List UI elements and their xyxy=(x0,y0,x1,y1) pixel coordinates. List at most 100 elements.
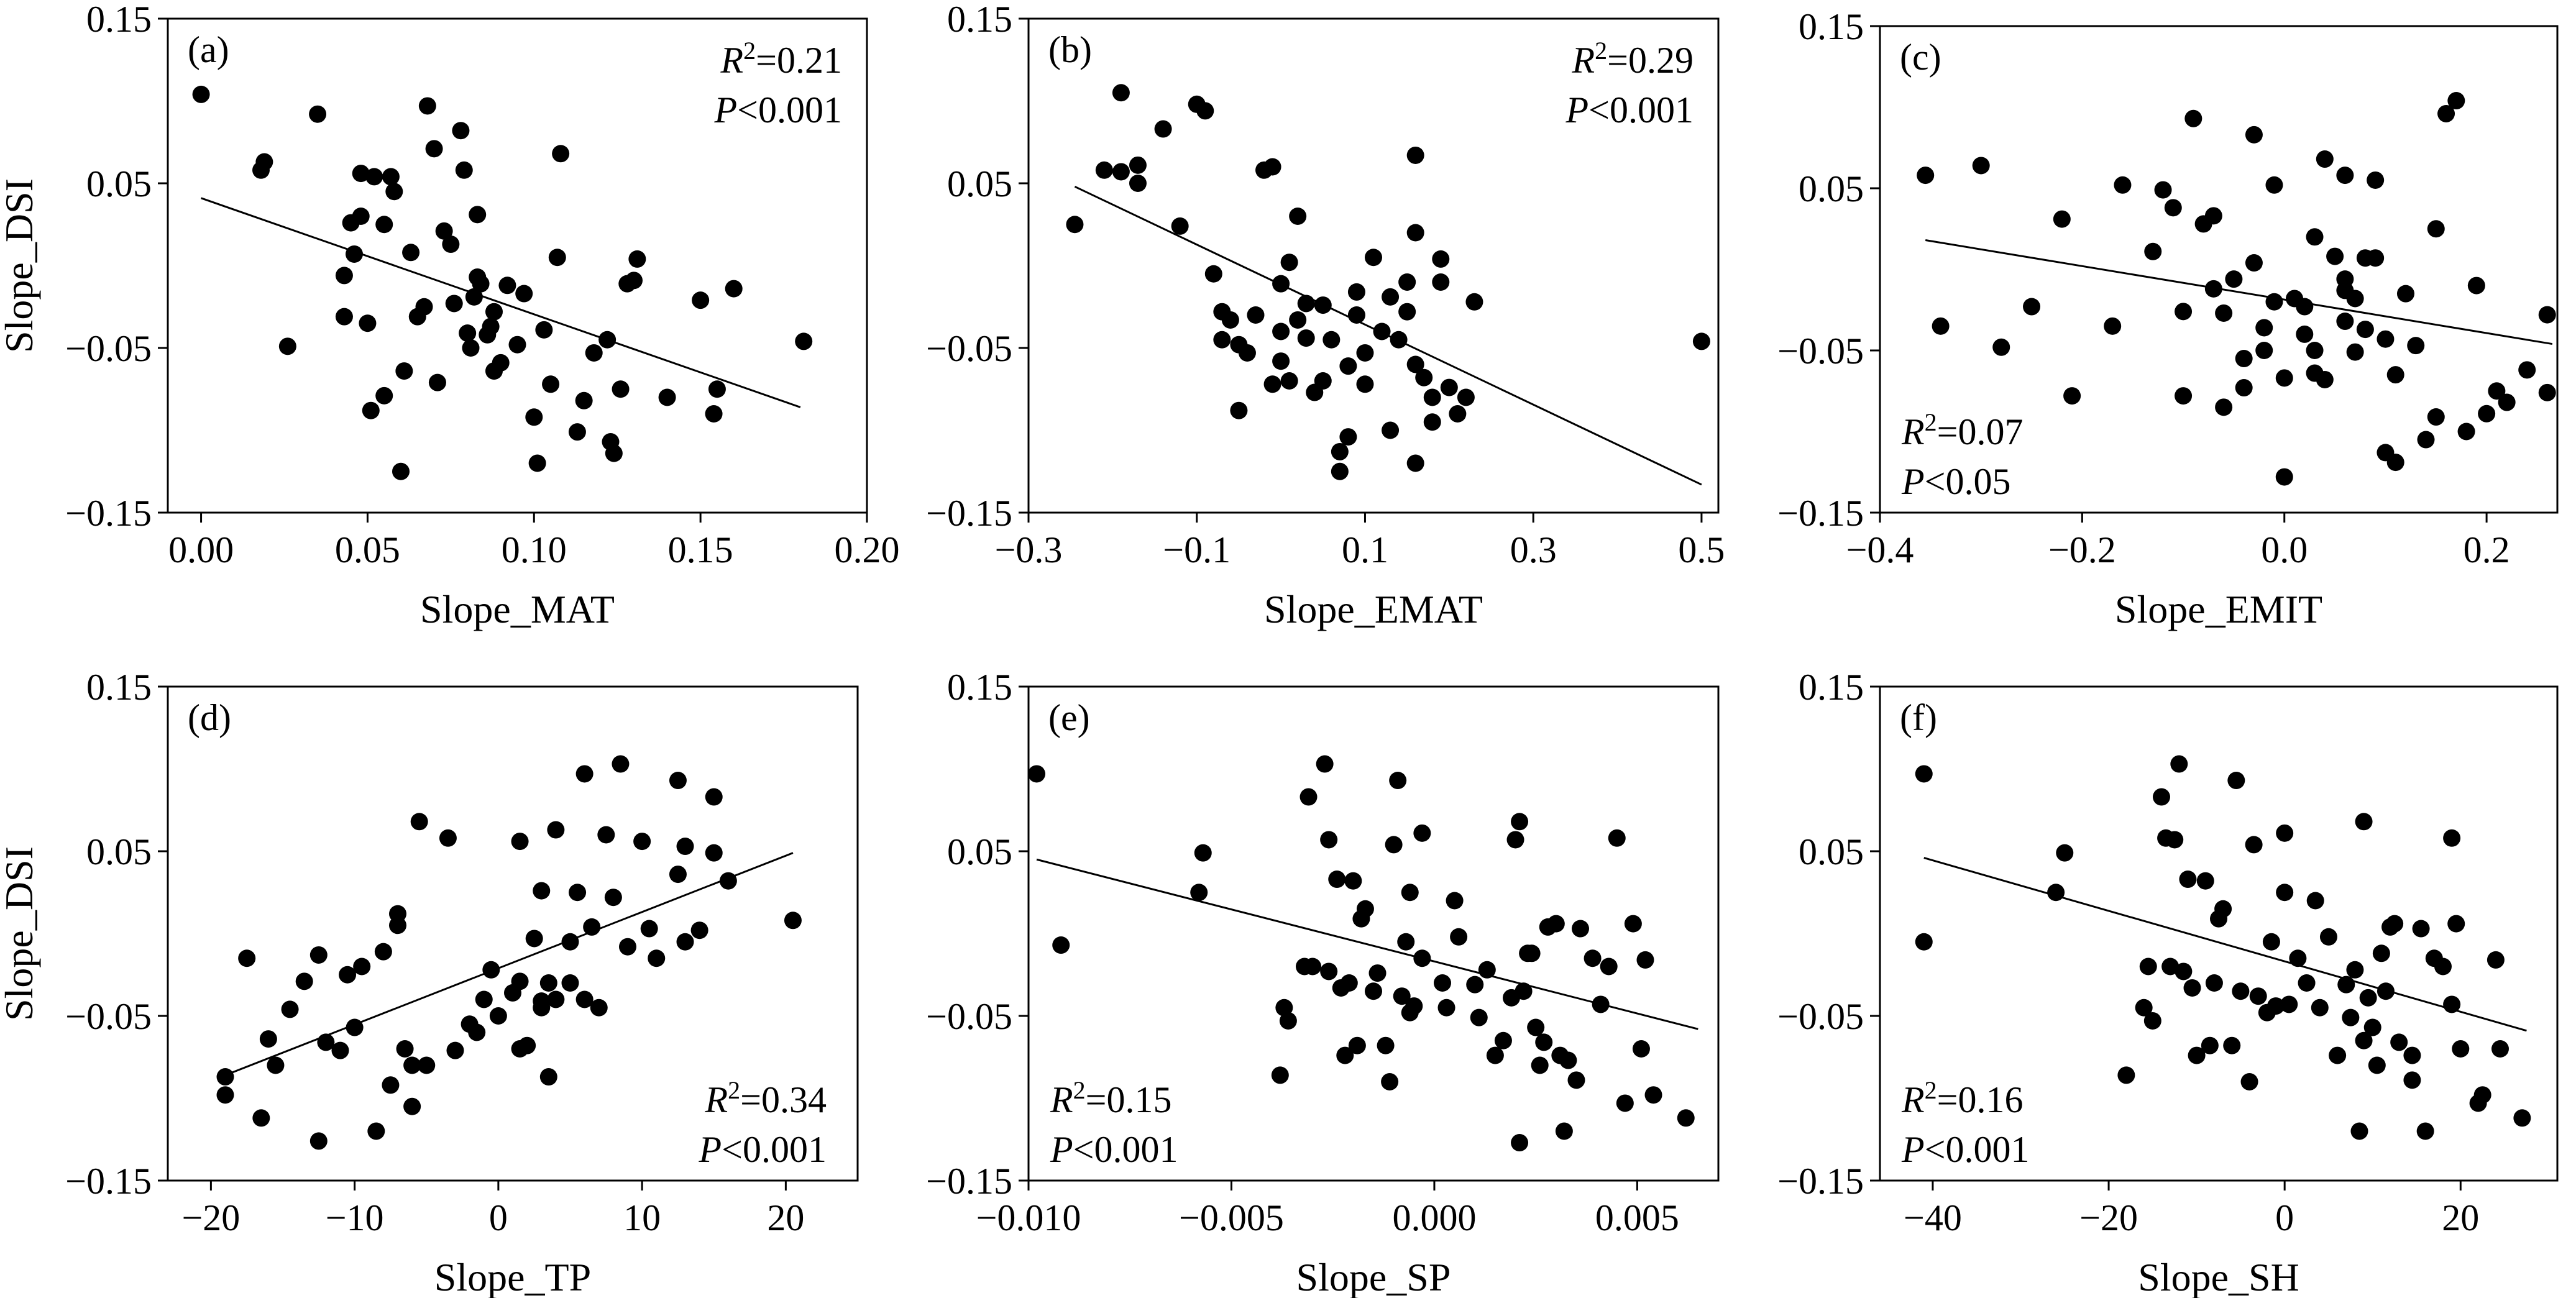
data-point xyxy=(415,298,433,316)
data-point xyxy=(2390,1033,2408,1051)
data-point xyxy=(1397,933,1415,951)
data-point xyxy=(2249,987,2267,1005)
data-point xyxy=(2135,999,2153,1017)
p-value-label: P<0.001 xyxy=(714,89,843,130)
y-tick-label: 0.05 xyxy=(1799,168,1864,209)
data-point xyxy=(2386,366,2404,384)
data-point xyxy=(2152,788,2170,806)
x-tick-label: 0.15 xyxy=(668,529,733,570)
x-tick-label: 20 xyxy=(767,1197,804,1238)
plot-frame xyxy=(1879,25,2559,514)
data-point xyxy=(2047,884,2065,902)
data-point xyxy=(1336,1046,1354,1064)
data-point xyxy=(1382,288,1400,306)
y-tick-label: −0.05 xyxy=(926,328,1012,369)
data-point xyxy=(1608,829,1626,847)
data-point xyxy=(2416,1122,2434,1140)
data-point xyxy=(2452,1040,2470,1058)
data-point xyxy=(2053,210,2071,228)
data-point xyxy=(795,332,813,350)
panel-label: (e) xyxy=(1048,697,1090,738)
p-value-label: P<0.001 xyxy=(1565,89,1694,130)
data-point xyxy=(539,1068,557,1086)
data-point xyxy=(535,321,553,339)
data-point xyxy=(1486,1046,1504,1064)
data-point xyxy=(633,833,651,851)
p-value-label: P<0.001 xyxy=(1901,1129,2030,1170)
data-point xyxy=(1389,772,1407,790)
data-point xyxy=(2316,150,2334,168)
data-point xyxy=(1194,844,1212,862)
y-tick-label: −0.05 xyxy=(1777,996,1864,1037)
regression-line xyxy=(224,852,794,1076)
data-point xyxy=(1432,250,1450,268)
data-point xyxy=(2396,285,2414,303)
panel-label: (d) xyxy=(188,697,231,738)
data-point xyxy=(2214,900,2232,918)
data-point xyxy=(676,933,694,951)
data-point xyxy=(1356,900,1374,918)
data-point xyxy=(2205,974,2223,992)
data-point xyxy=(2427,220,2445,238)
data-point xyxy=(585,344,603,362)
data-point xyxy=(2204,280,2222,298)
data-point xyxy=(2403,1046,2421,1064)
data-point xyxy=(547,821,565,839)
data-point xyxy=(1415,368,1433,386)
x-tick-label: −20 xyxy=(2079,1197,2138,1238)
data-point xyxy=(1413,824,1431,842)
data-point xyxy=(2457,423,2475,441)
data-point xyxy=(2377,982,2395,1000)
data-point xyxy=(1437,999,1455,1017)
data-point xyxy=(1494,1031,1512,1049)
data-point xyxy=(455,161,473,179)
x-axis-title: Slope_MAT xyxy=(420,587,615,631)
data-point xyxy=(598,331,616,349)
data-point xyxy=(472,275,490,293)
data-point xyxy=(2434,958,2452,976)
panel-c: −0.4 −0.2 0.0 0.2 −0.15 −0.05 0.05 0.15 Slope_EM… xyxy=(1777,6,2559,631)
r-symbol: R xyxy=(1901,411,1925,452)
superscript-2: 2 xyxy=(1073,1076,1086,1104)
data-point xyxy=(1401,884,1419,902)
data-point xyxy=(1572,920,1589,938)
data-point xyxy=(508,336,526,354)
r-squared-label: R2=0.07 xyxy=(1901,408,2024,452)
superscript-2: 2 xyxy=(1595,37,1607,65)
data-point xyxy=(1221,311,1239,329)
data-point xyxy=(2296,298,2314,316)
data-point xyxy=(1129,175,1147,192)
data-point xyxy=(1052,936,1070,954)
superscript-2: 2 xyxy=(743,37,756,65)
data-point xyxy=(452,122,470,140)
data-point xyxy=(309,105,327,123)
x-tick-label: 0.10 xyxy=(502,529,567,570)
data-point xyxy=(2359,989,2377,1007)
data-point xyxy=(2367,249,2385,267)
r-squared-label: R2=0.34 xyxy=(705,1076,827,1120)
data-point xyxy=(2513,1109,2531,1127)
y-tick-label: 0.15 xyxy=(947,0,1012,40)
data-point xyxy=(1584,949,1602,967)
data-point xyxy=(2166,831,2184,849)
y-tick-label: −0.05 xyxy=(65,328,152,369)
data-point xyxy=(309,1132,328,1150)
data-point xyxy=(1636,951,1654,969)
data-point xyxy=(2356,321,2374,339)
data-point xyxy=(2235,379,2253,397)
data-point xyxy=(2336,313,2354,331)
data-point xyxy=(1992,338,2010,356)
data-point xyxy=(1365,982,1382,1000)
data-point xyxy=(1531,1056,1549,1074)
data-point xyxy=(2175,387,2193,405)
data-point xyxy=(784,912,802,930)
data-point xyxy=(705,788,723,806)
x-tick-label: −0.010 xyxy=(976,1197,1081,1238)
data-point xyxy=(1535,1033,1553,1051)
data-point xyxy=(335,267,353,285)
data-point xyxy=(1440,378,1458,396)
data-point xyxy=(1171,217,1189,235)
x-tick-label: 0 xyxy=(2275,1197,2294,1238)
data-point xyxy=(1466,976,1484,994)
x-tick-label: −0.4 xyxy=(1846,529,1914,570)
